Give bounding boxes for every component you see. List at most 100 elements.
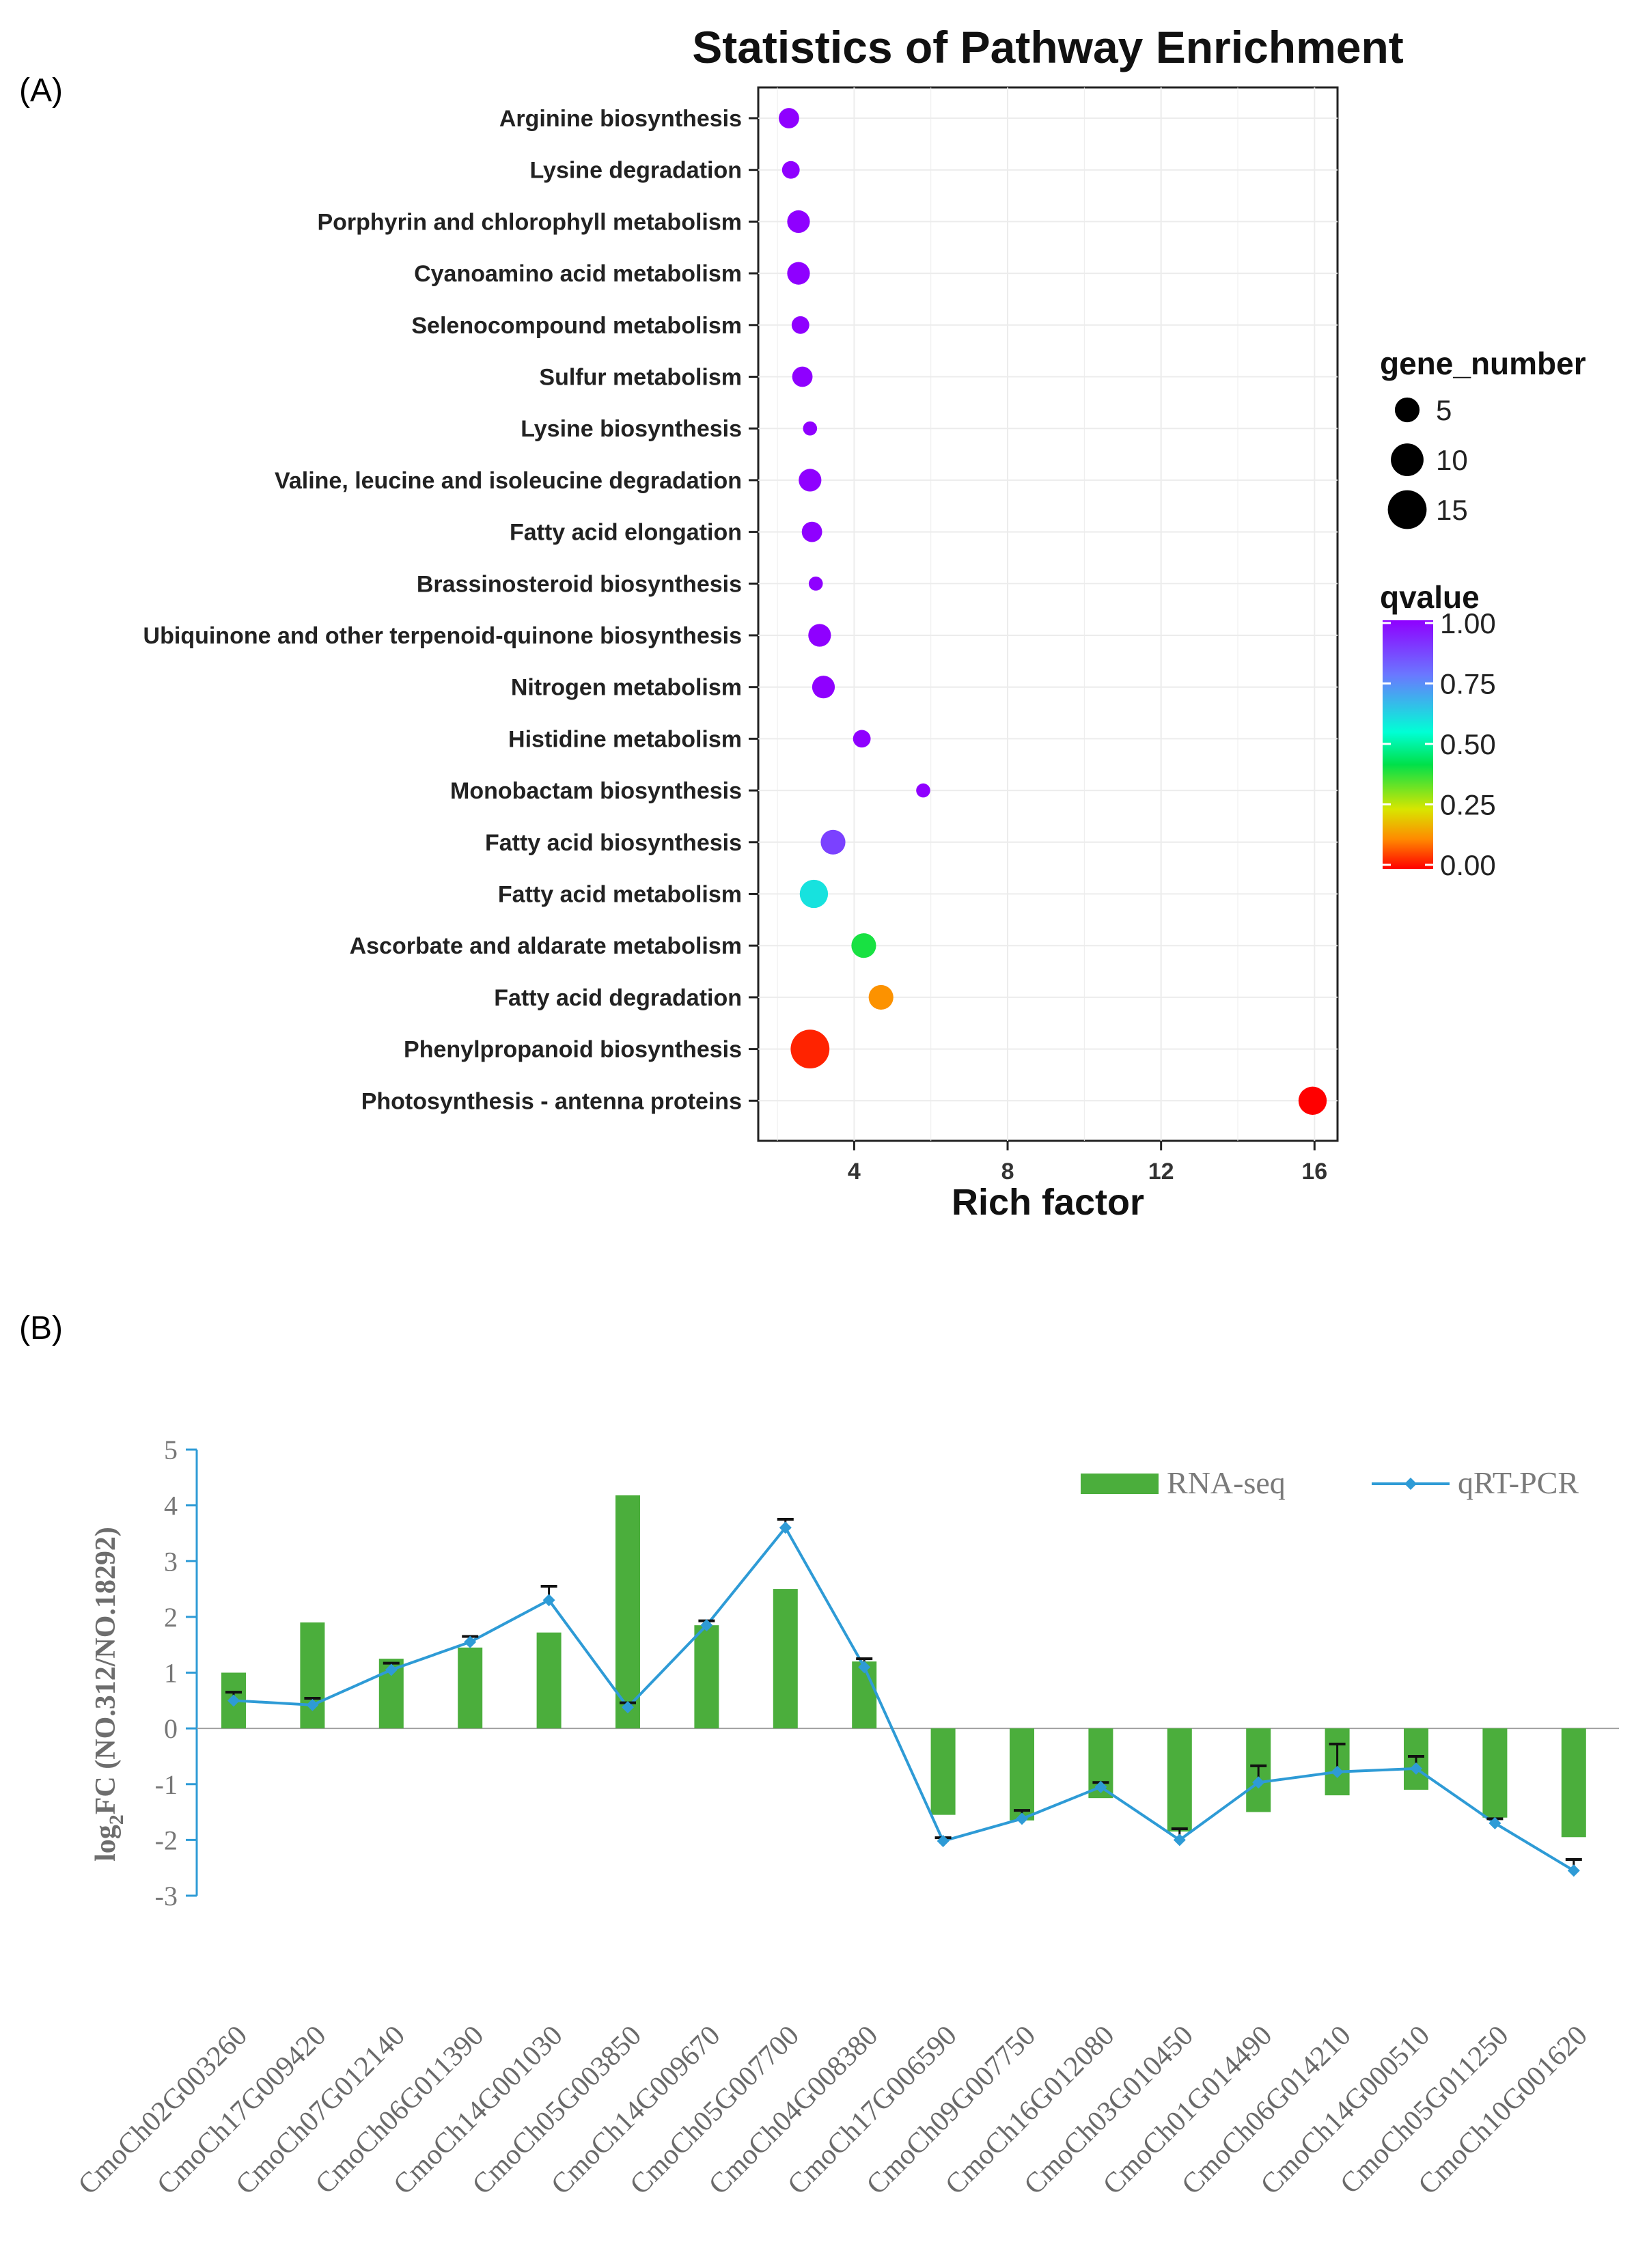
- qrtpcr-point: [1252, 1776, 1265, 1789]
- data-point: [868, 984, 894, 1010]
- pathway-label: Monobactam biosynthesis: [450, 778, 742, 804]
- y-tick-label: 4: [164, 1491, 178, 1521]
- x-tick-label: 16: [1301, 1159, 1327, 1185]
- x-tick-label: 4: [848, 1159, 861, 1185]
- panel-b: (B) log2FC (NO.312/NO.18292) 5 4 3 2 1 0 -1 -2 -…: [19, 1310, 1619, 2201]
- y-tick-label: -2: [155, 1825, 178, 1855]
- color-legend-bar: [1383, 620, 1433, 869]
- rnaseq-bar: [536, 1632, 562, 1729]
- qrtpcr-series-line: [233, 1525, 1575, 1872]
- qrtpcr-point: [622, 1701, 634, 1714]
- data-point: [808, 577, 823, 591]
- legend: RNA-seq qRT-PCR: [1081, 1465, 1579, 1500]
- pathway-label: Valine, leucine and isoleucine degradati…: [275, 468, 742, 494]
- data-point: [803, 421, 818, 436]
- data-point: [799, 879, 829, 909]
- rnaseq-bar: [1167, 1728, 1192, 1832]
- y-axis: 5 4 3 2 1 0 -1 -2 -3: [155, 1435, 1619, 1911]
- size-legend-label: 10: [1436, 444, 1468, 476]
- pathway-label: Arginine biosynthesis: [499, 106, 742, 132]
- pathway-label: Sulfur metabolism: [539, 365, 742, 391]
- data-point: [801, 521, 822, 542]
- y-tick-label: -3: [155, 1881, 178, 1911]
- data-point: [812, 676, 835, 699]
- y-tick-label: 1: [164, 1658, 178, 1689]
- qrtpcr-point: [306, 1698, 319, 1711]
- qrtpcr-point: [1410, 1762, 1422, 1775]
- pathway-label: Brassinosteroid biosynthesis: [417, 571, 742, 597]
- pathway-label: Porphyrin and chlorophyll metabolism: [317, 209, 742, 235]
- rnaseq-bar: [694, 1625, 719, 1729]
- qrtpcr-point: [464, 1635, 477, 1648]
- plot-area: [757, 86, 1339, 1142]
- data-point: [779, 108, 799, 128]
- pathway-label: Ascorbate and aldarate metabolism: [350, 933, 742, 959]
- data-point: [853, 730, 871, 748]
- size-legend-label: 15: [1436, 494, 1468, 526]
- pathway-labels: Arginine biosynthesis Lysine degradation P…: [143, 106, 758, 1114]
- data-point: [787, 262, 810, 285]
- qrt-pcr-line: [225, 1518, 1582, 1877]
- qrtpcr-point: [1094, 1780, 1107, 1793]
- data-point: [791, 316, 809, 334]
- pathway-label: Fatty acid metabolism: [498, 882, 742, 908]
- rnaseq-bar: [773, 1589, 798, 1729]
- qrtpcr-point: [858, 1661, 871, 1674]
- qrtpcr-point: [937, 1835, 950, 1848]
- y-axis-title: log2FC (NO.312/NO.18292): [90, 1527, 128, 1862]
- pathway-label: Nitrogen metabolism: [511, 675, 742, 701]
- pathway-label: Photosynthesis - antenna proteins: [361, 1088, 742, 1114]
- color-legend-label: 0.50: [1440, 728, 1496, 760]
- pathway-label: Phenylpropanoid biosynthesis: [404, 1037, 742, 1063]
- rnaseq-bar: [1561, 1728, 1586, 1838]
- rnaseq-bar: [930, 1728, 956, 1815]
- qrtpcr-point: [385, 1663, 398, 1676]
- qrtpcr-point: [227, 1694, 240, 1707]
- data-point: [781, 161, 800, 179]
- rnaseq-bar: [1482, 1728, 1508, 1818]
- panel-a: (A) Statistics of Pathway Enrichment Arg…: [19, 22, 1586, 1223]
- y-tick-label: 2: [164, 1602, 178, 1633]
- pathway-label: Fatty acid degradation: [494, 985, 742, 1011]
- pathway-label: Cyanoamino acid metabolism: [414, 261, 742, 287]
- size-legend-dot: [1391, 443, 1424, 476]
- color-legend-label: 0.00: [1440, 849, 1496, 881]
- data-points: [779, 108, 1327, 1115]
- qrtpcr-point: [1488, 1816, 1501, 1829]
- size-legend-dot: [1387, 490, 1427, 529]
- qrtpcr-point: [1016, 1812, 1028, 1825]
- pathway-label: Fatty acid elongation: [510, 520, 742, 546]
- chart-title: Statistics of Pathway Enrichment: [692, 22, 1404, 72]
- data-point: [790, 1029, 830, 1068]
- qrtpcr-point: [1331, 1765, 1344, 1778]
- data-point: [792, 366, 813, 387]
- size-legend-label: 5: [1436, 394, 1452, 426]
- data-point: [1298, 1086, 1327, 1115]
- y-tick-label: 5: [164, 1435, 178, 1465]
- gridlines: [758, 87, 1338, 1141]
- rnaseq-bar: [458, 1647, 483, 1729]
- x-axis-labels: CmoCh02G003260CmoCh17G009420CmoCh07G0121…: [72, 2020, 1594, 2201]
- panel-a-label: (A): [19, 72, 63, 109]
- qrtpcr-point: [1567, 1864, 1580, 1877]
- legend-rnaseq-label: RNA-seq: [1167, 1465, 1286, 1500]
- rna-seq-bars: [221, 1495, 1586, 1838]
- pathway-label: Histidine metabolism: [508, 726, 742, 752]
- pathway-label: Lysine biosynthesis: [521, 416, 742, 442]
- data-point: [787, 210, 810, 233]
- data-point: [851, 933, 876, 958]
- pathway-label: Selenocompound metabolism: [411, 313, 742, 339]
- data-point: [916, 783, 930, 798]
- data-point: [799, 469, 822, 492]
- rnaseq-bar: [1010, 1728, 1034, 1821]
- data-point: [808, 624, 831, 647]
- color-legend-label: 0.25: [1440, 789, 1496, 821]
- x-tick-label: 8: [1001, 1159, 1014, 1185]
- legend-qrtpcr-label: qRT-PCR: [1458, 1465, 1579, 1500]
- pathway-label: Fatty acid biosynthesis: [485, 830, 742, 856]
- y-tick-label: -1: [155, 1769, 178, 1800]
- data-point: [820, 829, 846, 855]
- legend-rnaseq-swatch: [1081, 1474, 1159, 1494]
- size-legend-dot: [1394, 397, 1420, 423]
